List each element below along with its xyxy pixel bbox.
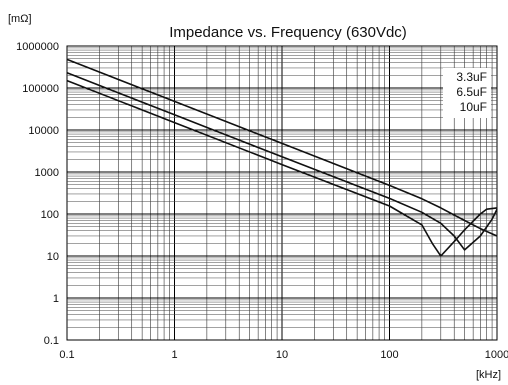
x-tick-label: 0.1 bbox=[59, 349, 74, 361]
x-tick-label: 1 bbox=[171, 349, 177, 361]
y-tick-label: 100000 bbox=[22, 83, 59, 95]
series-lines bbox=[66, 58, 498, 257]
series-line-6.5uF bbox=[66, 72, 498, 251]
y-axis-unit-label: [mΩ] bbox=[8, 13, 32, 25]
grid bbox=[66, 45, 498, 341]
series-line-3.3uF bbox=[66, 58, 498, 237]
y-tick-label: 0.1 bbox=[44, 335, 59, 347]
tick-labels: 0.1 1 10 100 1000100000010000010000100010010… bbox=[16, 41, 508, 361]
x-axis-unit-label: [kHz] bbox=[476, 369, 501, 381]
y-tick-label: 1000000 bbox=[16, 41, 59, 53]
y-tick-label: 100 bbox=[41, 209, 59, 221]
x-tick-label: 1000 bbox=[485, 349, 508, 361]
chart-title: Impedance vs. Frequency (630Vdc) bbox=[169, 24, 407, 41]
y-tick-label: 1000 bbox=[35, 167, 59, 179]
series-line-10uF bbox=[66, 79, 498, 257]
x-tick-label: 100 bbox=[380, 349, 398, 361]
y-tick-label: 1 bbox=[53, 293, 59, 305]
y-tick-label: 10 bbox=[47, 251, 59, 263]
legend-entry: 3.3uF bbox=[456, 70, 487, 84]
legend-entry: 10uF bbox=[460, 100, 487, 114]
x-tick-label: 10 bbox=[276, 349, 288, 361]
legend-box bbox=[443, 68, 491, 118]
y-tick-label: 10000 bbox=[28, 125, 59, 137]
legend-entry: 6.5uF bbox=[456, 85, 487, 99]
